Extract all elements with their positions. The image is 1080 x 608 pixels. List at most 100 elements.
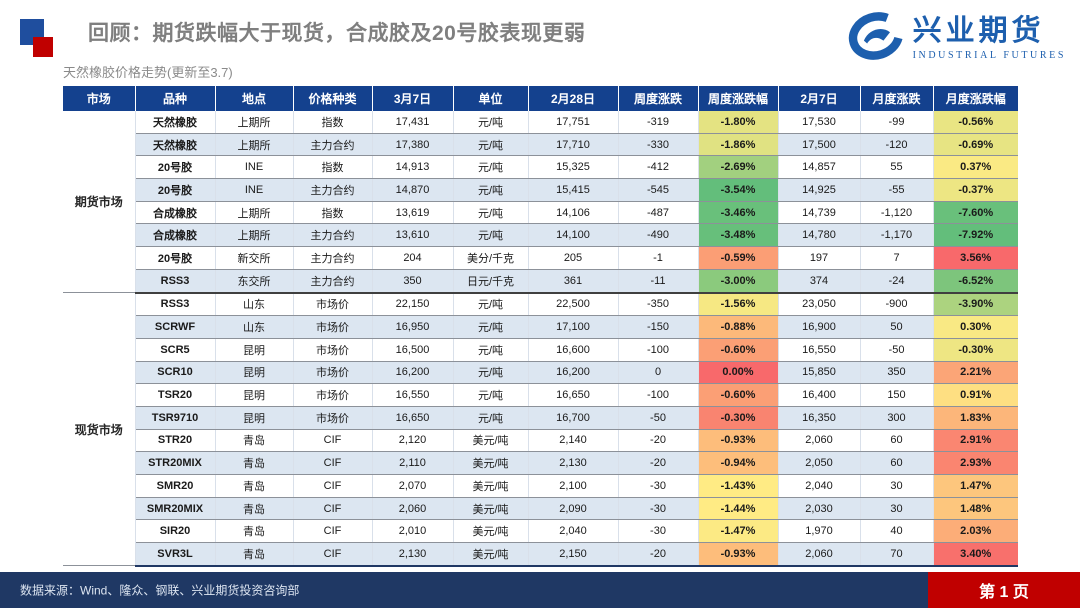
footer-bar: 数据来源：Wind、隆众、钢联、兴业期货投资咨询部 第 1 页 — [0, 572, 1080, 608]
table-row: SMR20MIX 青岛 CIF 2,060 美元/吨 2,090 -30 -1.44% 2,03… — [63, 497, 1018, 521]
cell-mo-chg: 30 — [860, 474, 934, 498]
cell-location: INE — [215, 178, 294, 202]
cell-location: 青岛 — [215, 542, 294, 567]
cell-variety: 20号胶 — [135, 178, 216, 202]
cell-location: 青岛 — [215, 451, 294, 475]
cell-location: 昆明 — [215, 406, 294, 430]
cell-price-type: 市场价 — [293, 338, 373, 362]
cell-price-type: 指数 — [293, 155, 373, 180]
cell-feb7: 2,060 — [778, 542, 861, 567]
logo-name-en: INDUSTRIAL FUTURES — [912, 49, 1066, 61]
cell-wk-pct: -3.46% — [697, 201, 779, 225]
cell-price-type: 市场价 — [293, 315, 373, 339]
cell-mo-chg: 40 — [860, 519, 934, 544]
cell-location: 青岛 — [215, 497, 294, 521]
cell-mar7: 2,130 — [372, 542, 454, 567]
cell-feb28: 16,200 — [528, 361, 619, 385]
price-table: 市场 品种 地点 价格种类 3月7日 单位 2月28日 周度涨跌 周度涨跌幅 2… — [63, 86, 1018, 567]
cell-mo-pct: 0.30% — [932, 315, 1018, 339]
cell-wk-chg: -20 — [618, 451, 699, 475]
cell-variety: RSS3 — [135, 269, 216, 294]
table-row: STR20 青岛 CIF 2,120 美元/吨 2,140 -20 -0.93% 2,060 60… — [63, 429, 1018, 453]
cell-mar7: 2,010 — [372, 519, 454, 544]
cell-feb28: 2,140 — [528, 429, 619, 453]
cell-price-type: CIF — [293, 451, 373, 475]
cell-mo-pct: 3.56% — [932, 246, 1018, 270]
cell-feb7: 1,970 — [778, 519, 861, 544]
cell-mo-chg: -900 — [860, 292, 934, 317]
cell-wk-pct: -2.69% — [697, 155, 779, 180]
cell-price-type: 指数 — [293, 201, 373, 225]
cell-unit: 元/吨 — [453, 111, 529, 134]
cell-mo-pct: -3.90% — [932, 292, 1018, 317]
cell-location: 山东 — [215, 292, 294, 317]
cell-price-type: 指数 — [293, 111, 373, 134]
cell-feb28: 15,415 — [528, 178, 619, 202]
cell-price-type: CIF — [293, 474, 373, 498]
table-row: SCR5 昆明 市场价 16,500 元/吨 16,600 -100 -0.60% 16,550… — [63, 338, 1018, 362]
table-header: 市场 品种 地点 价格种类 3月7日 单位 2月28日 周度涨跌 周度涨跌幅 2… — [63, 86, 1018, 111]
cell-feb28: 2,100 — [528, 474, 619, 498]
cell-mo-chg: -120 — [860, 133, 934, 157]
cell-location: 上期所 — [215, 201, 294, 225]
table-row: 20号胶 新交所 主力合约 204 美分/千克 205 -1 -0.59% 197 7 3.56% — [63, 246, 1018, 270]
cell-unit: 美元/吨 — [453, 451, 529, 475]
cell-mo-pct: 0.91% — [932, 383, 1018, 407]
cell-variety: 合成橡胶 — [135, 223, 216, 248]
cell-mo-pct: 2.93% — [932, 451, 1018, 475]
table-header-row: 市场 品种 地点 价格种类 3月7日 单位 2月28日 周度涨跌 周度涨跌幅 2… — [63, 86, 1018, 111]
cell-feb28: 17,751 — [528, 111, 619, 134]
cell-mo-pct: -6.52% — [932, 269, 1018, 294]
col-header-variety: 品种 — [135, 86, 216, 111]
cell-price-type: CIF — [293, 519, 373, 544]
cell-wk-chg: -100 — [618, 338, 699, 362]
cell-feb28: 17,100 — [528, 315, 619, 339]
col-header-price-type: 价格种类 — [293, 86, 373, 111]
cell-wk-chg: -350 — [618, 292, 699, 317]
cell-wk-chg: -11 — [618, 269, 699, 294]
decoration-red-square — [33, 37, 53, 57]
cell-mo-pct: -0.30% — [932, 338, 1018, 362]
cell-unit: 元/吨 — [453, 315, 529, 339]
cell-wk-pct: -0.60% — [697, 383, 779, 407]
cell-feb28: 205 — [528, 246, 619, 270]
cell-mo-pct: 0.37% — [932, 155, 1018, 180]
cell-variety: 天然橡胶 — [135, 111, 216, 134]
cell-mar7: 16,950 — [372, 315, 454, 339]
cell-location: 青岛 — [215, 474, 294, 498]
cell-variety: TSR20 — [135, 383, 216, 407]
cell-location: 青岛 — [215, 429, 294, 453]
cell-wk-chg: -545 — [618, 178, 699, 202]
cell-feb7: 16,350 — [778, 406, 861, 430]
cell-price-type: 市场价 — [293, 292, 373, 317]
cell-price-type: 主力合约 — [293, 178, 373, 202]
cell-mo-pct: -0.69% — [932, 133, 1018, 157]
cell-wk-chg: -487 — [618, 201, 699, 225]
cell-feb7: 2,030 — [778, 497, 861, 521]
cell-location: 昆明 — [215, 338, 294, 362]
table-row: RSS3 东交所 主力合约 350 日元/千克 361 -11 -3.00% 374 -24 -6.… — [63, 269, 1018, 294]
logo-swirl-icon — [848, 11, 904, 66]
cell-feb28: 16,650 — [528, 383, 619, 407]
col-header-month-change-pct: 月度涨跌幅 — [933, 86, 1018, 111]
cell-unit: 美元/吨 — [453, 519, 529, 544]
cell-wk-chg: -100 — [618, 383, 699, 407]
cell-unit: 元/吨 — [453, 155, 529, 180]
table-body: 期货市场 天然橡胶 上期所 指数 17,431 元/吨 17,751 -319 -1.80% 17… — [63, 111, 1018, 567]
cell-feb7: 15,850 — [778, 361, 861, 385]
cell-mo-chg: 30 — [860, 497, 934, 521]
cell-wk-pct: -0.59% — [697, 246, 779, 270]
cell-wk-pct: -0.30% — [697, 406, 779, 430]
cell-mo-chg: 70 — [860, 542, 934, 567]
cell-variety: 20号胶 — [135, 155, 216, 180]
table-caption: 天然橡胶价格走势(更新至3.7) — [63, 65, 233, 80]
cell-unit: 元/吨 — [453, 133, 529, 157]
cell-location: 上期所 — [215, 133, 294, 157]
cell-feb7: 17,500 — [778, 133, 861, 157]
cell-wk-pct: -1.80% — [697, 111, 779, 134]
cell-variety: 天然橡胶 — [135, 133, 216, 157]
cell-feb7: 2,060 — [778, 429, 861, 453]
cell-unit: 美元/吨 — [453, 429, 529, 453]
cell-mo-chg: 55 — [860, 155, 934, 180]
